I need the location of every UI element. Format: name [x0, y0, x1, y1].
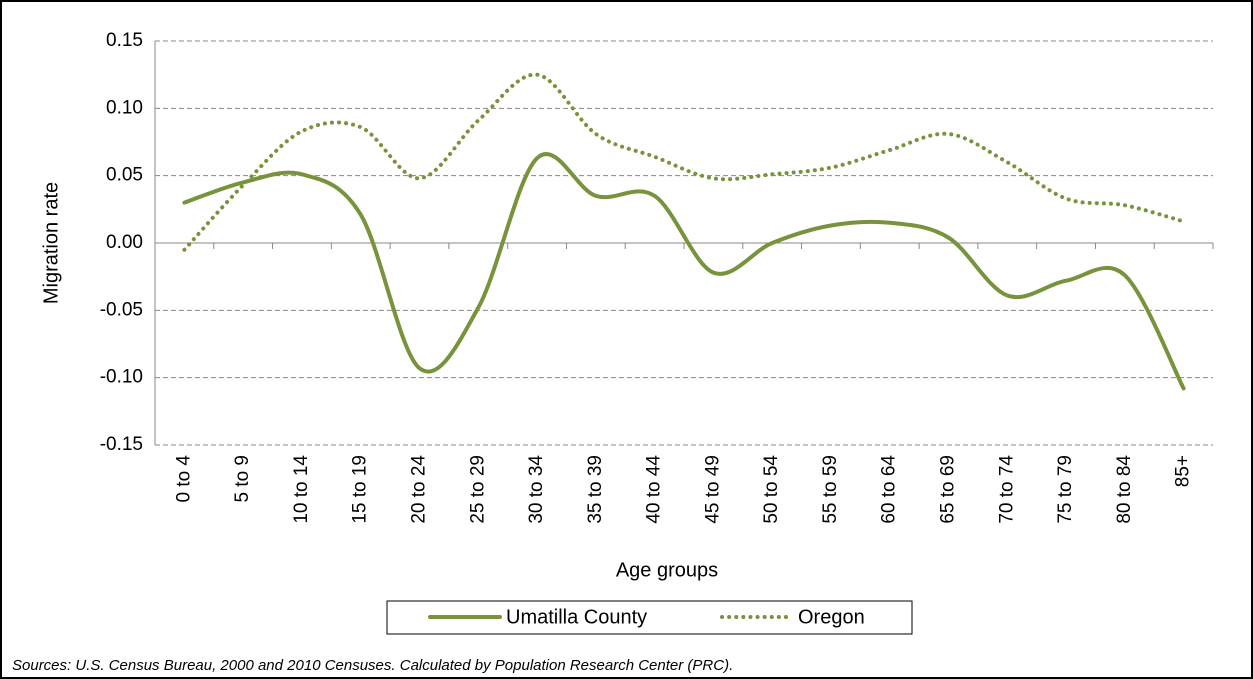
y-tick-label: 0.15 — [106, 30, 143, 51]
x-tick-label: 80 to 84 — [1114, 455, 1135, 524]
x-tick-label: 75 to 79 — [1055, 455, 1076, 524]
x-tick-label: 70 to 74 — [996, 455, 1017, 524]
x-axis-title: Age groups — [616, 559, 718, 581]
y-tick-label: -0.10 — [100, 367, 143, 388]
y-axis-title: Migration rate — [40, 182, 62, 304]
x-tick-label: 85+ — [1173, 455, 1194, 487]
x-tick-label: 65 to 69 — [938, 455, 959, 524]
source-note: Sources: U.S. Census Bureau, 2000 and 20… — [12, 657, 733, 674]
x-tick-label: 35 to 39 — [585, 455, 606, 524]
x-tick-label: 45 to 49 — [702, 455, 723, 524]
x-tick-label: 60 to 64 — [879, 455, 900, 524]
x-tick-label: 10 to 14 — [291, 455, 312, 524]
y-tick-label: 0.05 — [106, 165, 143, 186]
x-tick-label: 15 to 19 — [350, 455, 371, 524]
legend-label: Umatilla County — [506, 606, 647, 628]
series-line — [182, 72, 1186, 252]
x-tick-label: 20 to 24 — [409, 455, 430, 524]
y-tick-label: 0.00 — [106, 232, 143, 253]
x-tick-label: 55 to 59 — [820, 455, 841, 524]
y-tick-label: -0.15 — [100, 434, 143, 455]
x-tick-label: 0 to 4 — [173, 455, 194, 503]
x-tick-label: 5 to 9 — [232, 455, 253, 503]
y-tick-label: 0.10 — [106, 97, 143, 118]
x-tick-label: 50 to 54 — [761, 455, 782, 524]
legend-label: Oregon — [798, 606, 865, 628]
x-tick-label: 25 to 29 — [467, 455, 488, 524]
series-line — [182, 152, 1186, 391]
y-tick-label: -0.05 — [100, 299, 143, 320]
x-tick-label: 30 to 34 — [526, 455, 547, 524]
x-tick-label: 40 to 44 — [644, 455, 665, 524]
